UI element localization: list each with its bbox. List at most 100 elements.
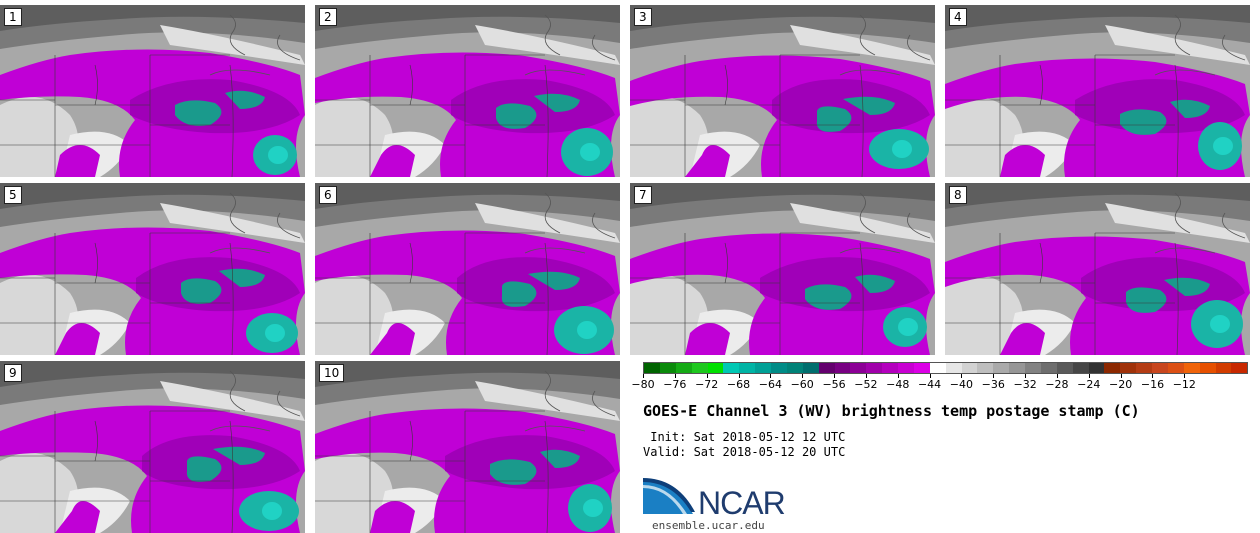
panel-label: 7 — [634, 186, 652, 204]
colorbar-tick — [993, 374, 995, 378]
map-panel: 10 — [315, 361, 620, 533]
colorbar-tick — [802, 374, 804, 378]
panel-label: 8 — [949, 186, 967, 204]
colorbar-tick-label: −20 — [1109, 378, 1133, 391]
colorbar-segment — [1040, 363, 1057, 373]
colorbar-tick — [1184, 374, 1186, 378]
satellite-map — [0, 183, 305, 355]
colorbar-segment — [993, 363, 1010, 373]
ncar-logo-icon — [643, 478, 695, 514]
colorbar-tick-label: −32 — [1013, 378, 1037, 391]
satellite-map — [945, 183, 1250, 355]
map-panel: 8 — [945, 183, 1250, 355]
colorbar-segment — [913, 363, 930, 373]
colorbar-tick-label: −64 — [758, 378, 782, 391]
map-panel: 2 — [315, 5, 620, 177]
colorbar-segment — [1120, 363, 1137, 373]
colorbar-tick-label: −56 — [822, 378, 846, 391]
ncar-logo-text: NCAR — [698, 485, 786, 521]
colorbar-tick-label: −72 — [695, 378, 719, 391]
colorbar-segment — [1199, 363, 1216, 373]
colorbar-segment — [1088, 363, 1105, 373]
colorbar-segment — [1072, 363, 1089, 373]
colorbar-segment — [866, 363, 883, 373]
map-panel: 7 — [630, 183, 935, 355]
colorbar-tick-label: −68 — [726, 378, 751, 391]
satellite-map — [315, 183, 620, 355]
colorbar-segment — [1152, 363, 1168, 373]
colorbar-tick — [674, 374, 676, 378]
colorbar-segment — [659, 363, 676, 373]
colorbar-tick-label: −40 — [949, 378, 974, 391]
colorbar-tick-label: −76 — [663, 378, 687, 391]
colorbar-tick-label: −36 — [981, 378, 1005, 391]
colorbar-segment — [850, 363, 867, 373]
satellite-map — [0, 361, 305, 533]
satellite-map — [0, 5, 305, 177]
colorbar — [643, 362, 1248, 374]
colorbar-segment — [707, 363, 724, 373]
colorbar-tick — [929, 374, 931, 378]
colorbar-segment — [1183, 363, 1200, 373]
panel-label: 1 — [4, 8, 22, 26]
colorbar-tick-label: −52 — [854, 378, 878, 391]
colorbar-segment — [802, 363, 819, 373]
panel-label: 3 — [634, 8, 652, 26]
colorbar-tick — [706, 374, 708, 378]
colorbar-tick-label: −80 — [631, 378, 655, 391]
colorbar-tick — [897, 374, 899, 378]
colorbar-segment — [882, 363, 898, 373]
colorbar-tick — [865, 374, 867, 378]
colorbar-tick-label: −48 — [886, 378, 910, 391]
map-panel: 6 — [315, 183, 620, 355]
map-panel: 5 — [0, 183, 305, 355]
colorbar-tick-label: −16 — [1140, 378, 1165, 391]
colorbar-tick-label: −44 — [917, 378, 942, 391]
colorbar-segment — [691, 363, 708, 373]
colorbar-segment — [834, 363, 851, 373]
colorbar-segment — [786, 363, 803, 373]
colorbar-segment — [945, 363, 962, 373]
panel-label: 9 — [4, 364, 22, 382]
colorbar-segment — [1215, 363, 1232, 373]
colorbar-tick — [770, 374, 772, 378]
colorbar-tick — [1056, 374, 1058, 378]
colorbar-tick-label: −60 — [790, 378, 814, 391]
colorbar-segment — [644, 363, 660, 373]
colorbar-segment — [1167, 363, 1184, 373]
colorbar-segment — [1025, 363, 1041, 373]
colorbar-segment — [1231, 363, 1248, 373]
map-panel: 1 — [0, 5, 305, 177]
satellite-map — [630, 183, 935, 355]
valid-time: Valid: Sat 2018-05-12 20 UTC — [643, 445, 846, 459]
figure-title: GOES-E Channel 3 (WV) brightness temp po… — [643, 402, 1140, 420]
colorbar-tick — [1025, 374, 1027, 378]
colorbar-tick — [961, 374, 963, 378]
site-url: ensemble.ucar.edu — [652, 519, 765, 532]
panel-label: 10 — [319, 364, 345, 382]
colorbar-segment — [739, 363, 756, 373]
colorbar-tick — [643, 374, 644, 378]
satellite-map — [315, 5, 620, 177]
satellite-map — [315, 361, 620, 533]
panel-label: 5 — [4, 186, 22, 204]
colorbar-tick-labels: −80 −76 −72 −68 −64 −60 −56 −52 −48 −44 −40 −36 −32 −… — [631, 378, 1248, 392]
satellite-map — [630, 5, 935, 177]
colorbar-tick — [738, 374, 740, 378]
panel-label: 6 — [319, 186, 337, 204]
map-panel: 3 — [630, 5, 935, 177]
colorbar-tick — [1088, 374, 1090, 378]
colorbar-tick — [1152, 374, 1154, 378]
colorbar-tick-label: −12 — [1172, 378, 1196, 391]
colorbar-segment — [723, 363, 740, 373]
panel-label: 4 — [949, 8, 967, 26]
colorbar-segment — [898, 363, 914, 373]
map-panel: 9 — [0, 361, 305, 533]
colorbar-segment — [1056, 363, 1073, 373]
colorbar-tick — [834, 374, 836, 378]
colorbar-tick-label: −24 — [1077, 378, 1101, 391]
colorbar-segment — [1104, 363, 1121, 373]
map-panel: 4 — [945, 5, 1250, 177]
colorbar-segment — [1136, 363, 1152, 373]
colorbar-tickmarks — [643, 374, 1248, 378]
